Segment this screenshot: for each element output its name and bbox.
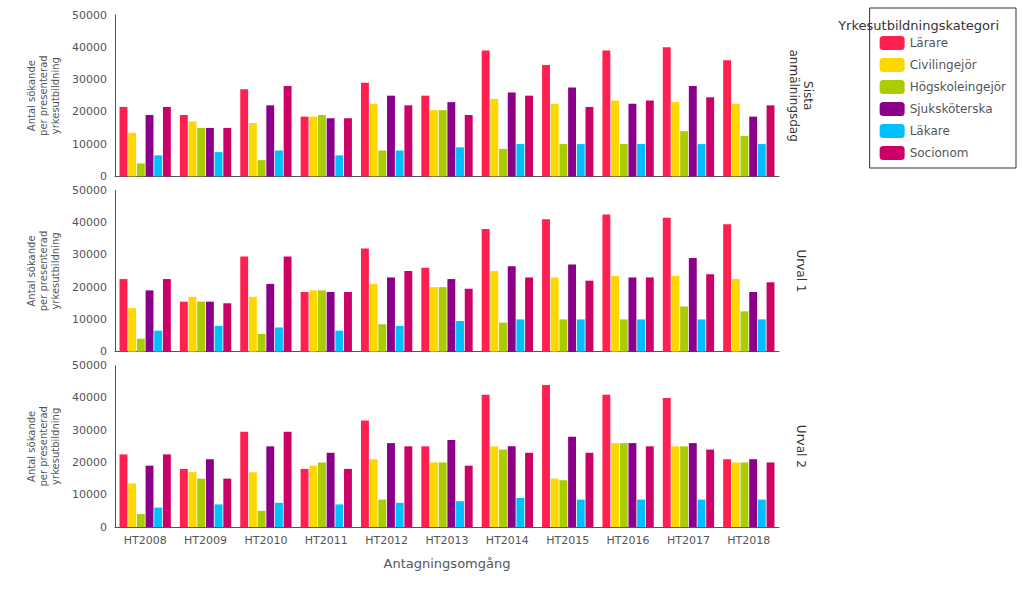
svg-text:yrkesutbildning: yrkesutbildning xyxy=(50,232,61,309)
svg-text:Högskoleingejör: Högskoleingejör xyxy=(910,80,1006,94)
svg-text:per presenterad: per presenterad xyxy=(38,406,49,487)
svg-text:HT2014: HT2014 xyxy=(486,534,529,547)
svg-text:HT2012: HT2012 xyxy=(365,534,408,547)
svg-text:Antal sökande: Antal sökande xyxy=(26,60,37,131)
svg-text:40000: 40000 xyxy=(72,216,107,229)
svg-text:HT2015: HT2015 xyxy=(546,534,589,547)
svg-text:Antal sökande: Antal sökande xyxy=(26,235,37,306)
svg-text:40000: 40000 xyxy=(72,391,107,404)
svg-text:HT2013: HT2013 xyxy=(426,534,469,547)
svg-text:Lärare: Lärare xyxy=(910,36,948,50)
svg-text:50000: 50000 xyxy=(72,9,107,22)
svg-text:Civilingejör: Civilingejör xyxy=(910,58,977,72)
svg-text:Antagningsomgång: Antagningsomgång xyxy=(384,556,511,571)
svg-text:yrkesutbildning: yrkesutbildning xyxy=(50,408,61,485)
svg-text:50000: 50000 xyxy=(72,184,107,197)
svg-text:20000: 20000 xyxy=(72,456,107,469)
svg-text:per presenterad: per presenterad xyxy=(38,231,49,312)
svg-text:HT2018: HT2018 xyxy=(727,534,770,547)
svg-text:0: 0 xyxy=(100,345,107,358)
svg-text:Urval 1: Urval 1 xyxy=(794,250,808,293)
svg-text:30000: 30000 xyxy=(72,248,107,261)
svg-text:anmälningsdag: anmälningsdag xyxy=(787,49,801,141)
svg-text:yrkesutbildning: yrkesutbildning xyxy=(50,57,61,134)
svg-text:Sjuksköterska: Sjuksköterska xyxy=(910,102,993,116)
svg-text:30000: 30000 xyxy=(72,73,107,86)
svg-text:20000: 20000 xyxy=(72,281,107,294)
svg-text:20000: 20000 xyxy=(72,105,107,118)
svg-text:Antal sökande: Antal sökande xyxy=(26,411,37,482)
svg-text:Urval 2: Urval 2 xyxy=(794,425,808,468)
svg-text:Yrkesutbildningskategori: Yrkesutbildningskategori xyxy=(837,18,999,33)
svg-text:Socionom: Socionom xyxy=(910,146,969,160)
svg-text:50000: 50000 xyxy=(72,359,107,372)
svg-text:10000: 10000 xyxy=(72,488,107,501)
svg-text:30000: 30000 xyxy=(72,424,107,437)
svg-text:HT2008: HT2008 xyxy=(124,534,167,547)
svg-text:0: 0 xyxy=(100,170,107,183)
svg-text:HT2017: HT2017 xyxy=(667,534,710,547)
svg-text:Sista: Sista xyxy=(801,81,815,110)
svg-text:40000: 40000 xyxy=(72,41,107,54)
svg-text:0: 0 xyxy=(100,521,107,534)
svg-text:10000: 10000 xyxy=(72,313,107,326)
svg-text:Läkare: Läkare xyxy=(910,124,950,138)
svg-text:HT2011: HT2011 xyxy=(305,534,348,547)
svg-text:HT2009: HT2009 xyxy=(184,534,227,547)
svg-text:per presenterad: per presenterad xyxy=(38,55,49,136)
svg-text:HT2010: HT2010 xyxy=(244,534,287,547)
svg-text:10000: 10000 xyxy=(72,138,107,151)
svg-text:HT2016: HT2016 xyxy=(607,534,650,547)
